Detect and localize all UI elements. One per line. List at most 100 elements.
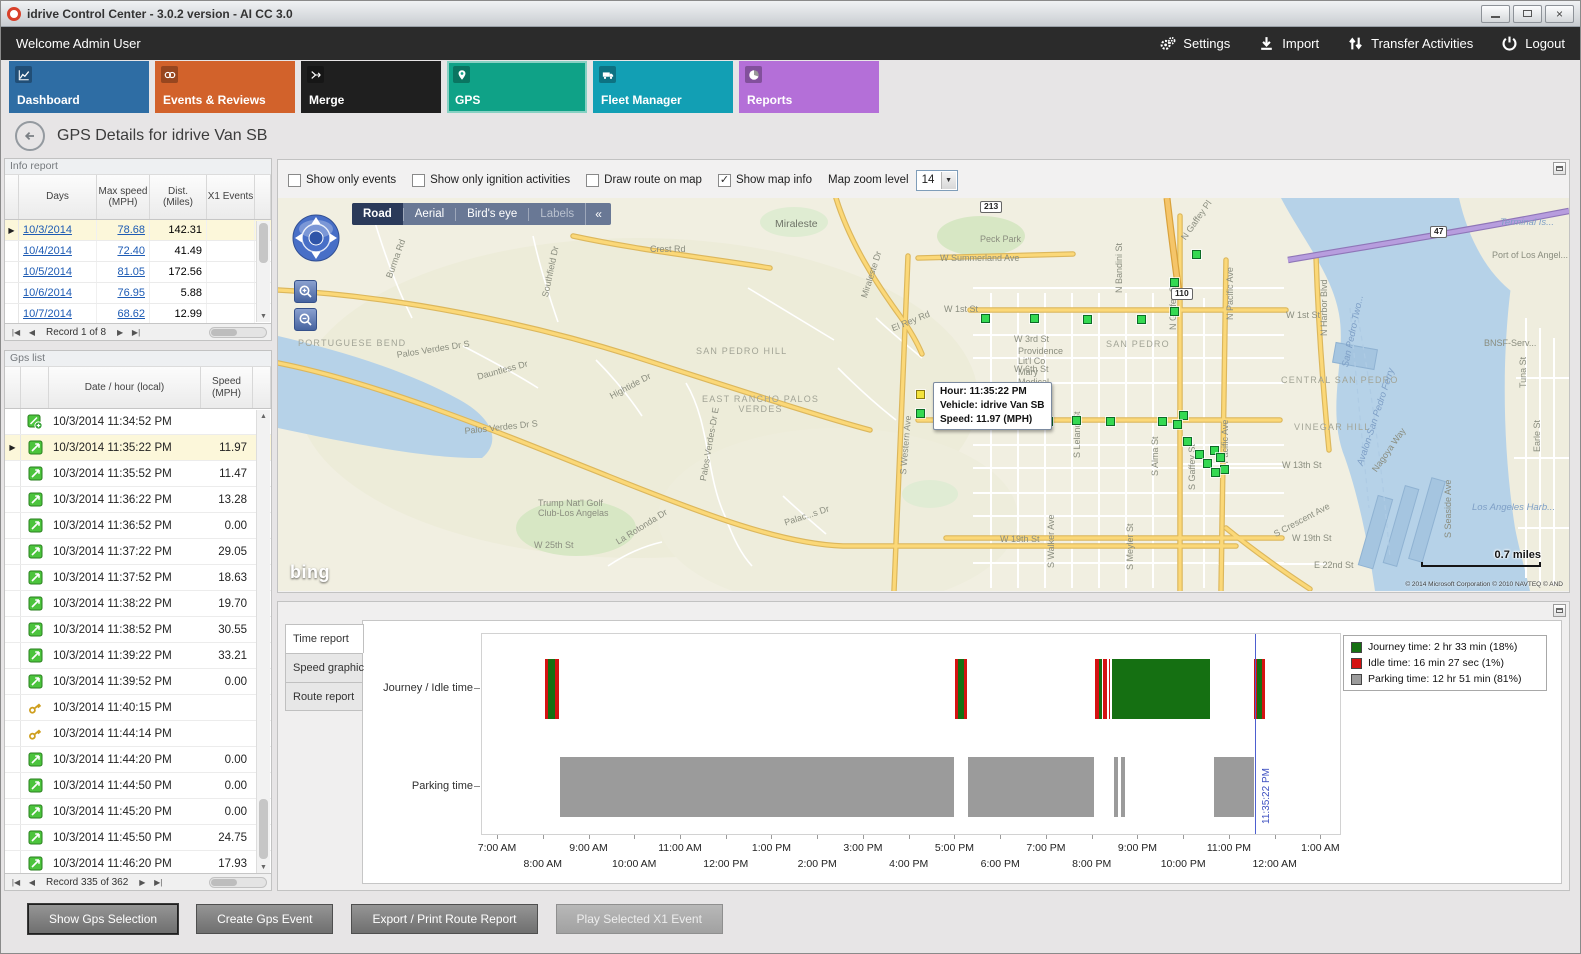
first-record-button[interactable]: |◀ [11, 327, 21, 337]
gps-marker[interactable] [981, 314, 990, 323]
gps-marker[interactable] [1179, 411, 1188, 420]
collapse-graph-panel-button[interactable] [1553, 604, 1566, 617]
date-link[interactable]: 10/4/2014 [23, 245, 72, 257]
gps-marker[interactable] [1170, 278, 1179, 287]
gps-list-row[interactable]: 10/3/2014 11:44:20 PM 0.00 [5, 747, 271, 773]
tab-gps[interactable]: GPS [447, 61, 587, 113]
gps-marker[interactable] [1211, 468, 1220, 477]
scrollbar-thumb[interactable] [259, 223, 268, 263]
action-transfer[interactable]: Transfer Activities [1347, 35, 1473, 52]
first-record-button[interactable]: |◀ [11, 877, 21, 887]
gps-marker[interactable] [1030, 314, 1039, 323]
minimize-button[interactable] [1481, 4, 1510, 23]
gps-list-row[interactable]: 10/3/2014 11:39:52 PM 0.00 [5, 669, 271, 695]
gps-marker[interactable] [1183, 437, 1192, 446]
date-link[interactable]: 10/6/2014 [23, 287, 72, 299]
max-speed-link[interactable]: 78.68 [117, 224, 145, 236]
gps-list-row[interactable]: 10/3/2014 11:36:52 PM 0.00 [5, 513, 271, 539]
date-link[interactable]: 10/7/2014 [23, 308, 72, 320]
action-import[interactable]: Import [1258, 35, 1319, 52]
gps-marker[interactable] [1173, 420, 1182, 429]
gps-list-row[interactable]: 10/3/2014 11:40:15 PM [5, 695, 271, 721]
prev-record-button[interactable]: ◀ [28, 877, 36, 887]
gps-list-row[interactable]: 10/3/2014 11:34:52 PM [5, 409, 271, 435]
gps-list-row[interactable]: 10/3/2014 11:44:50 PM 0.00 [5, 773, 271, 799]
map-view-road-tab[interactable]: Road [352, 203, 403, 225]
gps-marker[interactable] [1106, 417, 1115, 426]
map[interactable]: Miraleste Peck Park W Summerland Ave Crest … [278, 198, 1569, 591]
horizontal-scrollbar[interactable] [209, 326, 267, 338]
gps-marker[interactable] [1158, 417, 1167, 426]
info-report-row[interactable]: 10/4/2014 72.40 41.49 [5, 241, 271, 262]
gps-list-row[interactable]: 10/3/2014 11:45:50 PM 24.75 [5, 825, 271, 851]
gps-marker[interactable] [1203, 459, 1212, 468]
map-view-bird-s-eye-tab[interactable]: Bird's eye [467, 208, 518, 220]
horizontal-scrollbar[interactable] [209, 876, 267, 888]
scroll-up-icon[interactable]: ▲ [260, 412, 267, 420]
map-zoom-select[interactable]: 14 ▼ [915, 169, 958, 191]
prev-record-button[interactable]: ◀ [28, 327, 36, 337]
tab-fleet[interactable]: Fleet Manager [593, 61, 733, 113]
gps-list-row[interactable]: 10/3/2014 11:44:14 PM [5, 721, 271, 747]
titlebar[interactable]: idrive Control Center - 3.0.2 version - … [1, 1, 1580, 27]
action-logout[interactable]: Logout [1501, 35, 1565, 52]
map-zoom-out-button[interactable] [294, 308, 317, 331]
show-gps-selection-button[interactable]: Show Gps Selection [28, 904, 179, 934]
max-speed-link[interactable]: 72.40 [117, 245, 145, 257]
gps-marker[interactable] [1192, 250, 1201, 259]
gps-marker[interactable] [1137, 315, 1146, 324]
gps-marker[interactable] [916, 409, 925, 418]
date-link[interactable]: 10/5/2014 [23, 266, 72, 278]
gps-marker[interactable] [1170, 307, 1179, 316]
info-report-scrollbar[interactable]: ▼ [256, 221, 270, 322]
last-record-button[interactable]: ▶| [131, 327, 141, 337]
graph-tab-time-report[interactable]: Time report [285, 624, 364, 653]
gps-list-row[interactable]: 10/3/2014 11:37:52 PM 18.63 [5, 565, 271, 591]
scrollbar-thumb[interactable] [211, 878, 237, 886]
map-canvas[interactable] [278, 198, 1569, 591]
next-record-button[interactable]: ▶ [139, 877, 146, 887]
gps-marker[interactable] [1210, 446, 1219, 455]
maximize-button[interactable] [1513, 4, 1542, 23]
info-report-row[interactable]: 10/7/2014 68.62 12.99 [5, 304, 271, 325]
gps-marker[interactable] [1216, 453, 1225, 462]
gps-list-row[interactable]: 10/3/2014 11:39:22 PM 33.21 [5, 643, 271, 669]
info-report-row[interactable]: 10/6/2014 76.95 5.88 [5, 283, 271, 304]
max-speed-link[interactable]: 68.62 [117, 308, 145, 320]
tab-events[interactable]: Events & Reviews [155, 61, 295, 113]
gps-list-scrollbar[interactable]: ▲ ▼ [256, 410, 270, 873]
gps-marker[interactable] [1195, 450, 1204, 459]
collapse-map-panel-button[interactable] [1553, 162, 1566, 175]
date-link[interactable]: 10/3/2014 [23, 224, 72, 236]
back-button[interactable] [15, 120, 45, 151]
gps-list-row[interactable]: 10/3/2014 11:38:22 PM 19.70 [5, 591, 271, 617]
graph-tab-speed-graphic[interactable]: Speed graphic [285, 653, 364, 682]
gps-marker[interactable] [1220, 465, 1229, 474]
action-settings[interactable]: Settings [1159, 35, 1230, 52]
next-record-button[interactable]: ▶ [116, 327, 124, 337]
gps-marker[interactable] [1083, 315, 1092, 324]
map-viewbar-collapse-button[interactable]: « [585, 203, 611, 225]
max-speed-link[interactable]: 76.95 [117, 287, 145, 299]
checkbox-show-only-ignition-activities[interactable]: Show only ignition activities [412, 173, 570, 187]
tab-merge[interactable]: Merge [301, 61, 441, 113]
info-report-row[interactable]: 10/5/2014 81.05 172.56 [5, 262, 271, 283]
map-view-aerial-tab[interactable]: Aerial [414, 208, 445, 220]
gps-list-row[interactable]: 10/3/2014 11:38:52 PM 30.55 [5, 617, 271, 643]
scroll-down-icon[interactable]: ▼ [260, 312, 267, 320]
scrollbar-thumb[interactable] [259, 799, 268, 859]
gps-marker[interactable] [1072, 416, 1081, 425]
checkbox-draw-route-on-map[interactable]: Draw route on map [586, 173, 702, 187]
gps-list-row[interactable]: 10/3/2014 11:35:52 PM 11.47 [5, 461, 271, 487]
close-button[interactable]: × [1545, 4, 1574, 23]
selected-gps-marker[interactable] [916, 390, 925, 399]
checkbox-show-only-events[interactable]: Show only events [288, 173, 396, 187]
max-speed-link[interactable]: 81.05 [117, 266, 145, 278]
scroll-down-icon[interactable]: ▼ [260, 863, 267, 871]
map-zoom-in-button[interactable] [294, 280, 317, 303]
create-gps-event-button[interactable]: Create Gps Event [196, 904, 334, 934]
tab-reports[interactable]: Reports [739, 61, 879, 113]
tab-dashboard[interactable]: Dashboard [9, 61, 149, 113]
gps-list-row[interactable]: 10/3/2014 11:36:22 PM 13.28 [5, 487, 271, 513]
map-compass-control[interactable] [290, 212, 342, 269]
